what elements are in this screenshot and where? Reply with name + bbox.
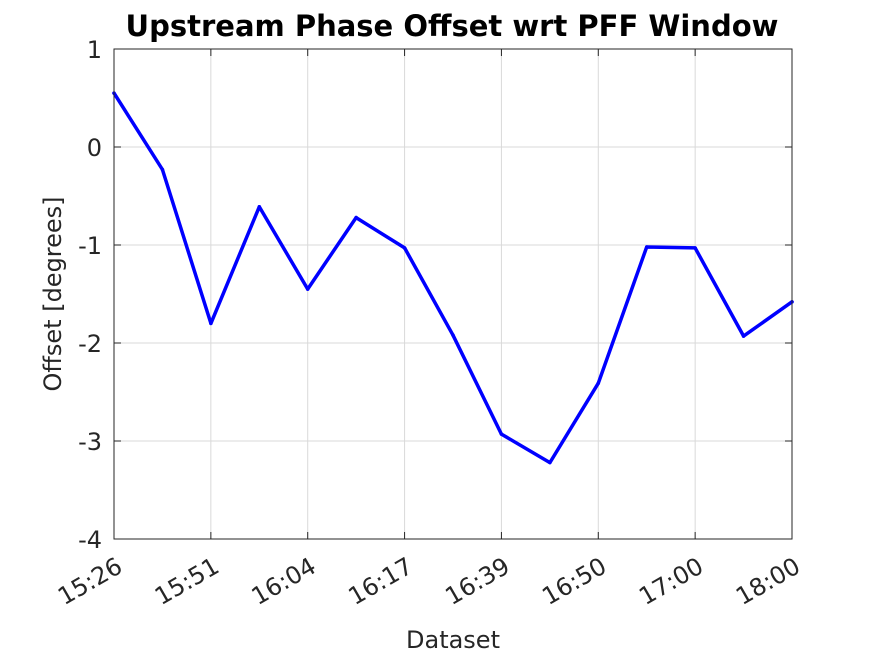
x-axis-label: Dataset [406, 626, 500, 654]
data-point [209, 321, 213, 326]
x-tick-label: 15:26 [53, 552, 127, 611]
x-tick-label: 16:50 [537, 552, 611, 611]
tick-marks [113, 48, 793, 540]
y-tick-label: 1 [87, 36, 102, 64]
y-tick-label: -1 [78, 232, 102, 260]
x-tick-label: 15:51 [150, 552, 224, 611]
data-point [548, 460, 552, 465]
data-point [305, 287, 310, 291]
y-tick-label: -4 [78, 526, 102, 554]
y-tick-label: -3 [78, 428, 102, 456]
chart-title: Upstream Phase Offset wrt PFF Window [126, 9, 779, 43]
data-point [596, 381, 601, 385]
series-line [112, 91, 794, 465]
y-tick-labels: 1 0 -1 -2 -3 -4 [78, 36, 102, 554]
data-point [693, 246, 697, 250]
data-point [451, 333, 455, 337]
data-point [741, 334, 746, 338]
grid-lines [113, 48, 793, 540]
x-tick-labels: 15:26 15:51 16:04 16:17 16:39 16:50 17:00 18:00 [53, 552, 805, 611]
y-axis-label: Offset [degrees] [39, 196, 67, 391]
x-tick-label: 16:17 [344, 552, 418, 611]
data-point [402, 246, 407, 250]
data-point [257, 205, 262, 209]
x-tick-label: 18:00 [731, 552, 805, 611]
x-tick-label: 16:04 [247, 552, 321, 611]
data-point [644, 245, 649, 249]
y-tick-label: -2 [78, 330, 102, 358]
y-tick-label: 0 [87, 134, 102, 162]
series-layer [112, 91, 794, 465]
x-tick-label: 17:00 [634, 552, 708, 611]
plot-area-frame [113, 48, 793, 540]
data-point [354, 215, 358, 220]
x-tick-label: 16:39 [441, 552, 515, 611]
data-point [499, 432, 504, 436]
data-point [160, 167, 165, 172]
